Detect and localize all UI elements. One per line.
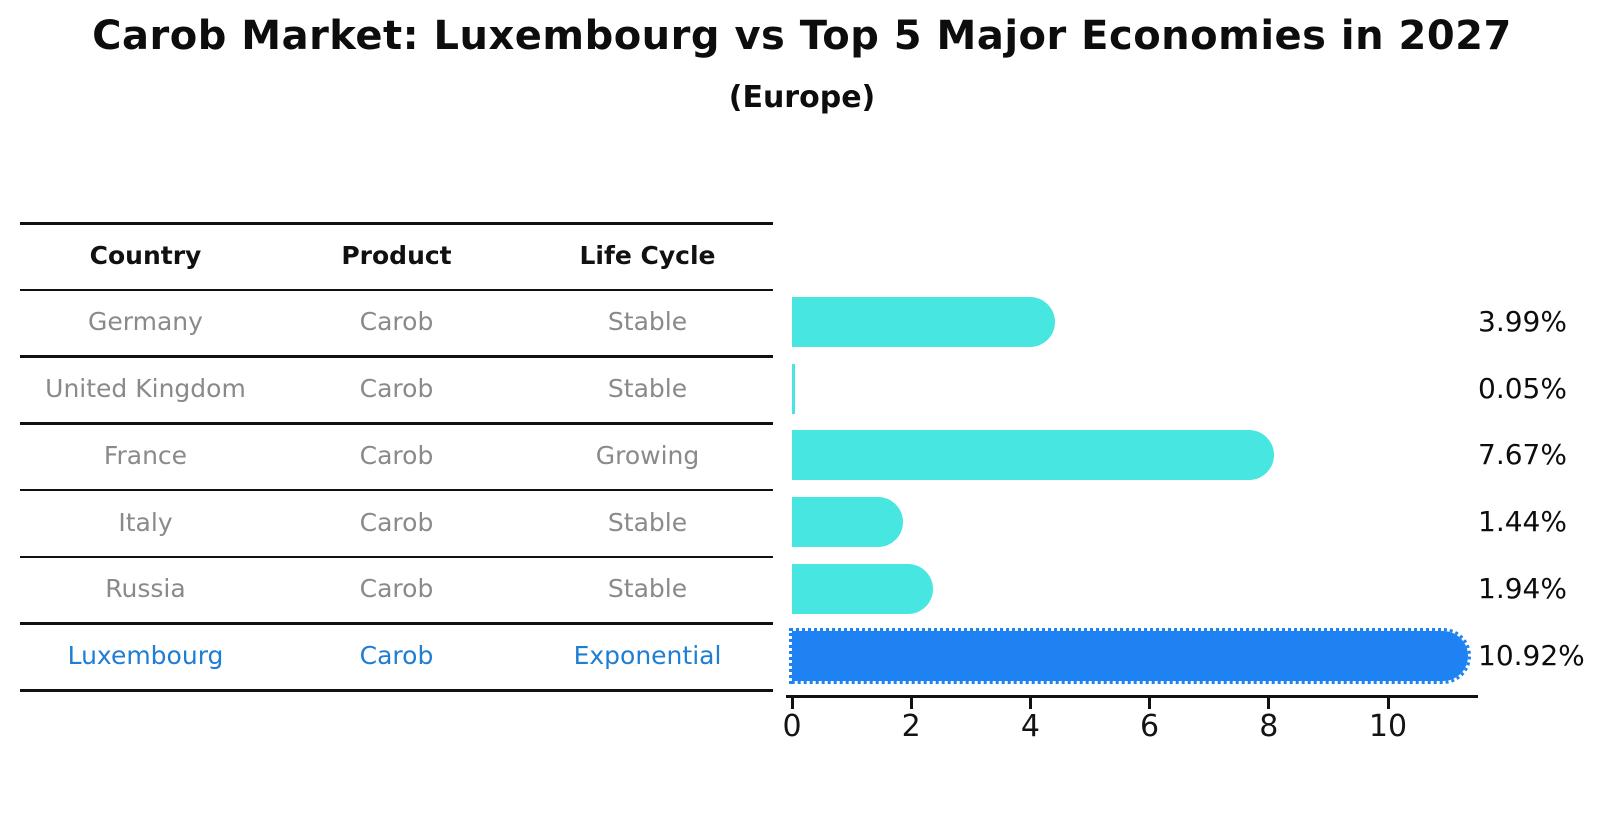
country-cell: United Kingdom xyxy=(45,374,246,404)
country-cell: France xyxy=(103,440,188,470)
product-cell: Carob xyxy=(359,440,434,470)
lifecycle-cell: Stable xyxy=(607,374,688,404)
x-axis-tick-label: 6 xyxy=(1140,709,1160,744)
country-cell: Italy xyxy=(118,507,173,537)
table-header-row: Country Product Life Cycle xyxy=(20,222,773,289)
chart-title: Carob Market: Luxembourg vs Top 5 Major … xyxy=(92,13,1512,59)
country-cell: Russia xyxy=(105,574,186,604)
table-row: Russia Carob Stable xyxy=(20,556,773,623)
lifecycle-cell: Exponential xyxy=(573,641,722,671)
x-axis-line xyxy=(786,695,1478,698)
lifecycle-cell: Stable xyxy=(607,574,688,604)
column-header-life-cycle: Life Cycle xyxy=(579,240,716,270)
value-label: 3.99% xyxy=(1478,304,1567,338)
x-axis-tick-label: 4 xyxy=(1020,709,1040,744)
value-label: 10.92% xyxy=(1478,638,1585,672)
table-row: Luxembourg Carob Exponential xyxy=(20,622,773,689)
x-axis-tick-label: 8 xyxy=(1259,709,1279,744)
product-cell: Carob xyxy=(359,374,434,404)
x-axis-tick xyxy=(790,698,794,709)
x-axis-tick xyxy=(1028,698,1032,709)
value-label: 0.05% xyxy=(1478,371,1567,405)
x-axis-tick-label: 0 xyxy=(782,709,802,744)
bar-luxembourg xyxy=(789,627,1471,684)
column-header-product: Product xyxy=(341,240,452,270)
x-axis-tick xyxy=(909,698,913,709)
bar-united-kingdom xyxy=(792,363,795,414)
table-rule xyxy=(20,689,773,692)
bar-germany xyxy=(792,296,1055,347)
value-label: 1.44% xyxy=(1478,505,1567,539)
bar-france xyxy=(792,430,1275,481)
product-cell: Carob xyxy=(359,574,434,604)
product-cell: Carob xyxy=(359,307,434,337)
table-rule xyxy=(20,222,773,225)
country-cell: Germany xyxy=(88,307,203,337)
value-label: 7.67% xyxy=(1478,438,1567,472)
column-header-country: Country xyxy=(89,240,202,270)
table-rule xyxy=(20,355,773,358)
product-cell: Carob xyxy=(359,641,434,671)
x-axis-tick xyxy=(1148,698,1152,709)
value-label: 1.94% xyxy=(1478,571,1567,605)
table-row: Germany Carob Stable xyxy=(20,289,773,356)
x-axis-tick-label: 2 xyxy=(901,709,921,744)
product-cell: Carob xyxy=(359,507,434,537)
table-rule xyxy=(20,422,773,425)
x-axis-tick xyxy=(1386,698,1390,709)
table-rule xyxy=(20,288,773,291)
table-row: France Carob Growing xyxy=(20,422,773,489)
table-rule xyxy=(20,555,773,558)
x-axis-tick-label: 10 xyxy=(1368,709,1408,744)
country-cell: Luxembourg xyxy=(67,641,224,671)
table-rule xyxy=(20,622,773,625)
lifecycle-cell: Growing xyxy=(595,440,700,470)
lifecycle-cell: Stable xyxy=(607,307,688,337)
x-axis-tick xyxy=(1267,698,1271,709)
chart-subtitle: (Europe) xyxy=(728,80,876,115)
bar-russia xyxy=(792,563,933,614)
lifecycle-cell: Stable xyxy=(607,507,688,537)
bar-italy xyxy=(792,497,903,548)
table-rule xyxy=(20,488,773,492)
table-row: United Kingdom Carob Stable xyxy=(20,355,773,422)
table-row: Italy Carob Stable xyxy=(20,489,773,556)
